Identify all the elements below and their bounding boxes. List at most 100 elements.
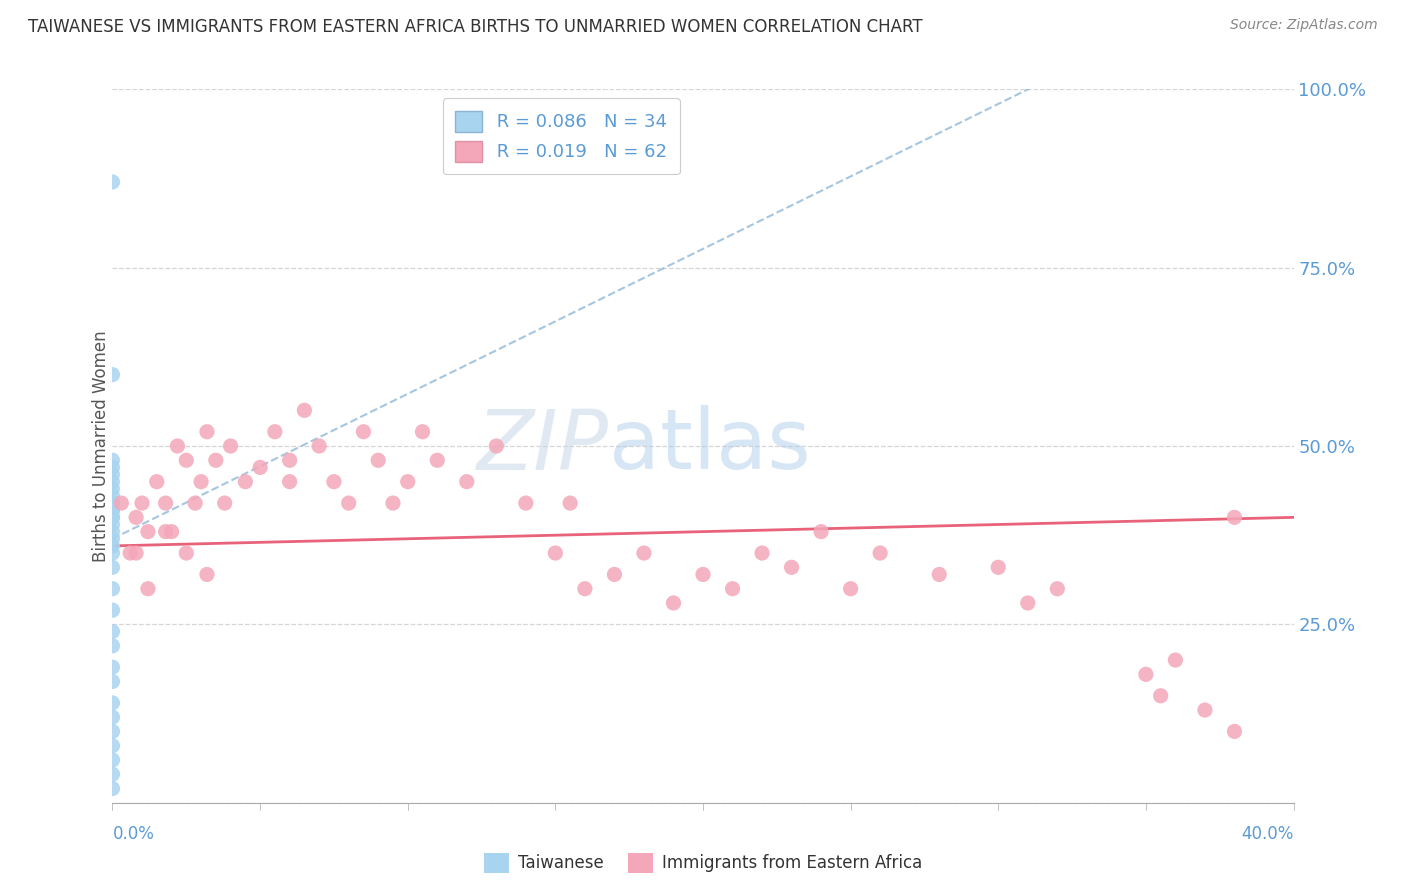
Point <box>1150 689 1173 703</box>
Point <box>987 560 1010 574</box>
Point <box>485 439 508 453</box>
Point <box>367 453 389 467</box>
Y-axis label: Births to Unmarried Women: Births to Unmarried Women <box>93 330 110 562</box>
Point <box>101 460 124 475</box>
Point <box>928 567 950 582</box>
Point <box>292 403 315 417</box>
Point <box>101 496 124 510</box>
Text: Source: ZipAtlas.com: Source: ZipAtlas.com <box>1230 18 1378 32</box>
Point <box>558 496 582 510</box>
Point <box>110 496 132 510</box>
Point <box>751 546 773 560</box>
Point <box>101 639 124 653</box>
Point <box>146 475 169 489</box>
Point <box>101 175 124 189</box>
Point <box>233 475 256 489</box>
Point <box>155 524 177 539</box>
Point <box>101 510 124 524</box>
Point <box>810 524 832 539</box>
Point <box>692 567 714 582</box>
Point <box>426 453 449 467</box>
Point <box>101 503 124 517</box>
Point <box>101 696 124 710</box>
Point <box>101 560 124 574</box>
Legend:  R = 0.086   N = 34,  R = 0.019   N = 62: R = 0.086 N = 34, R = 0.019 N = 62 <box>443 98 681 174</box>
Point <box>1194 703 1216 717</box>
Point <box>205 453 228 467</box>
Point <box>633 546 655 560</box>
Point <box>101 517 124 532</box>
Point <box>1017 596 1039 610</box>
Point <box>101 475 124 489</box>
Point <box>136 524 159 539</box>
Point <box>101 503 124 517</box>
Point <box>101 510 124 524</box>
Point <box>174 453 197 467</box>
Point <box>184 496 207 510</box>
Point <box>101 767 124 781</box>
Point <box>160 524 183 539</box>
Point <box>1164 653 1187 667</box>
Point <box>155 496 177 510</box>
Point <box>101 532 124 546</box>
Point <box>515 496 537 510</box>
Text: 0.0%: 0.0% <box>112 825 155 843</box>
Point <box>544 546 567 560</box>
Point <box>839 582 862 596</box>
Point <box>780 560 803 574</box>
Point <box>101 624 124 639</box>
Point <box>101 724 124 739</box>
Point <box>131 496 153 510</box>
Point <box>101 781 124 796</box>
Point <box>264 425 287 439</box>
Point <box>869 546 891 560</box>
Point <box>323 475 346 489</box>
Point <box>101 467 124 482</box>
Point <box>574 582 596 596</box>
Point <box>101 496 124 510</box>
Point <box>136 582 159 596</box>
Point <box>101 496 124 510</box>
Point <box>101 674 124 689</box>
Point <box>195 425 218 439</box>
Point <box>603 567 626 582</box>
Point <box>101 524 124 539</box>
Point <box>101 489 124 503</box>
Text: 40.0%: 40.0% <box>1241 825 1294 843</box>
Point <box>308 439 330 453</box>
Point <box>1046 582 1069 596</box>
Point <box>456 475 478 489</box>
Point <box>101 710 124 724</box>
Point <box>278 475 301 489</box>
Point <box>120 546 142 560</box>
Legend: Taiwanese, Immigrants from Eastern Africa: Taiwanese, Immigrants from Eastern Afric… <box>478 847 928 880</box>
Point <box>101 603 124 617</box>
Point <box>190 475 212 489</box>
Point <box>214 496 236 510</box>
Point <box>101 753 124 767</box>
Point <box>101 546 124 560</box>
Point <box>101 453 124 467</box>
Point <box>249 460 271 475</box>
Point <box>396 475 419 489</box>
Point <box>721 582 744 596</box>
Point <box>411 425 433 439</box>
Text: ZIP: ZIP <box>477 406 609 486</box>
Point <box>337 496 360 510</box>
Point <box>101 582 124 596</box>
Point <box>195 567 218 582</box>
Point <box>101 368 124 382</box>
Point <box>278 453 301 467</box>
Text: atlas: atlas <box>609 406 810 486</box>
Point <box>1223 510 1246 524</box>
Point <box>382 496 405 510</box>
Point <box>125 510 148 524</box>
Point <box>1135 667 1157 681</box>
Text: TAIWANESE VS IMMIGRANTS FROM EASTERN AFRICA BIRTHS TO UNMARRIED WOMEN CORRELATIO: TAIWANESE VS IMMIGRANTS FROM EASTERN AFR… <box>28 18 922 36</box>
Point <box>1223 724 1246 739</box>
Point <box>125 546 148 560</box>
Point <box>101 739 124 753</box>
Point <box>174 546 197 560</box>
Point <box>219 439 242 453</box>
Point <box>662 596 685 610</box>
